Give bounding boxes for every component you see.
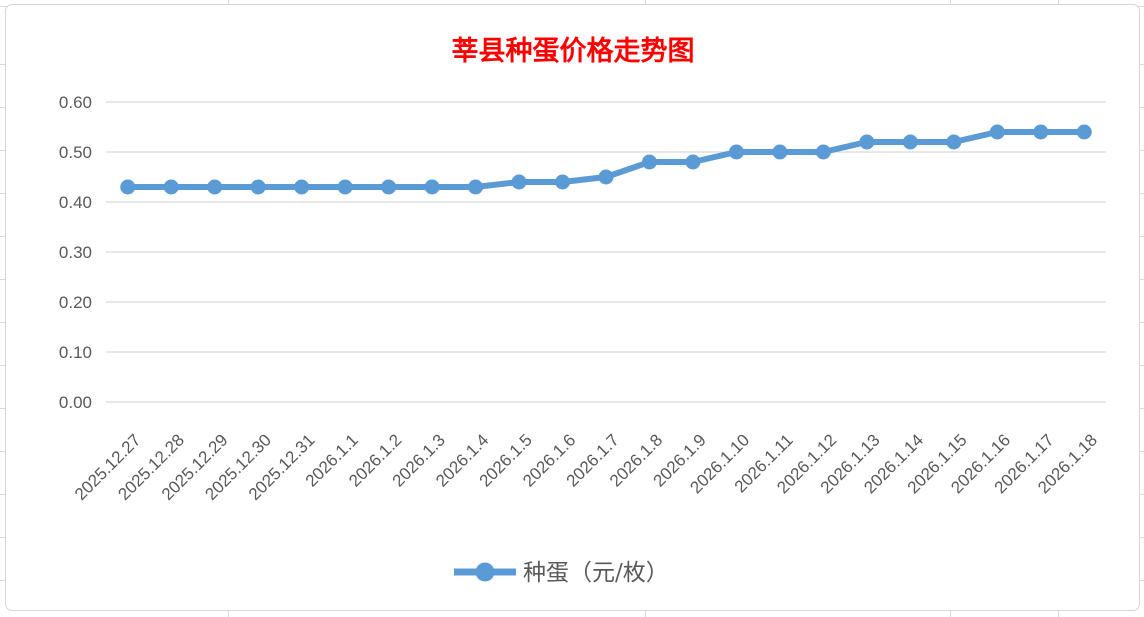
data-point bbox=[815, 144, 831, 160]
data-point bbox=[859, 134, 875, 150]
legend-label: 种蛋（元/枚） bbox=[523, 560, 669, 586]
data-point bbox=[989, 124, 1005, 140]
y-axis-label: 0.60 bbox=[59, 93, 92, 112]
data-point bbox=[294, 179, 310, 195]
data-point bbox=[685, 154, 701, 170]
legend: 种蛋（元/枚） bbox=[454, 560, 669, 586]
data-point bbox=[163, 179, 179, 195]
legend-point-marker-icon bbox=[475, 562, 495, 582]
data-point bbox=[772, 144, 788, 160]
data-point bbox=[207, 179, 223, 195]
data-point bbox=[511, 174, 527, 190]
data-point bbox=[728, 144, 744, 160]
data-point bbox=[1033, 124, 1049, 140]
data-point bbox=[120, 179, 136, 195]
y-axis-label: 0.40 bbox=[59, 193, 92, 212]
y-axis-label: 0.50 bbox=[59, 143, 92, 162]
y-axis-label: 0.20 bbox=[59, 293, 92, 312]
chart-object[interactable]: 莘县种蛋价格走势图 0.00 0.10 0.20 0.30 0.40 0.50 0.60 20… bbox=[5, 4, 1140, 611]
data-point bbox=[555, 174, 571, 190]
data-point bbox=[902, 134, 918, 150]
data-point bbox=[598, 169, 614, 185]
data-point bbox=[1076, 124, 1092, 140]
data-point bbox=[381, 179, 397, 195]
data-point bbox=[641, 154, 657, 170]
y-axis-label: 0.00 bbox=[59, 393, 92, 412]
y-axis-label: 0.30 bbox=[59, 243, 92, 262]
chart-canvas: 莘县种蛋价格走势图 0.000.100.200.300.400.500.6020… bbox=[59, 36, 1106, 586]
plot-area: 0.000.100.200.300.400.500.602025.12.2720… bbox=[59, 93, 1106, 504]
y-axis-label: 0.10 bbox=[59, 343, 92, 362]
chart-title: 莘县种蛋价格走势图 bbox=[452, 36, 695, 67]
data-point bbox=[250, 179, 266, 195]
data-point bbox=[468, 179, 484, 195]
data-point bbox=[337, 179, 353, 195]
data-point bbox=[424, 179, 440, 195]
data-point bbox=[946, 134, 962, 150]
